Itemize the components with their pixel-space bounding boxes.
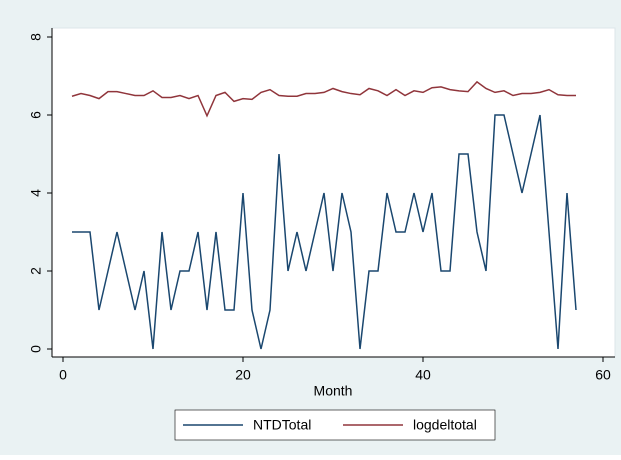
series-line <box>72 114 577 350</box>
x-tick-label: 20 <box>235 367 251 383</box>
series-line <box>71 80 576 118</box>
y-tick-label: 2 <box>28 267 44 275</box>
x-tick-label: 60 <box>595 367 611 383</box>
x-tick-label: 0 <box>59 367 67 383</box>
legend-label: NTDTotal <box>253 417 311 433</box>
x-tick-label: 40 <box>415 367 431 383</box>
y-tick-label: 6 <box>28 111 44 119</box>
y-tick-label: 4 <box>28 189 44 197</box>
plot-area <box>51 27 616 358</box>
y-tick-label: 0 <box>28 345 44 353</box>
legend-label: logdeltotal <box>413 417 477 433</box>
x-axis-label: Month <box>314 383 353 399</box>
y-tick-label: 8 <box>28 33 44 41</box>
